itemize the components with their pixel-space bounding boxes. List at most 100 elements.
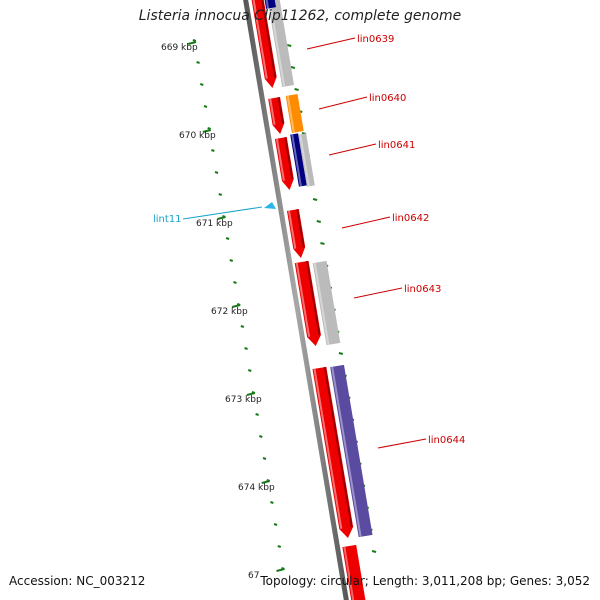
- cds-arrow-lin0642: [286, 209, 306, 258]
- misc-feature-marker: [264, 202, 276, 209]
- scale-tick: [233, 281, 237, 284]
- scale-tick: [371, 550, 377, 553]
- scale-tick: [316, 220, 321, 223]
- cog-block-lin0644-body: [330, 364, 373, 538]
- scale-tick: [258, 435, 263, 438]
- scale-tick: [199, 83, 204, 86]
- cds-arrow-lin0643: [294, 260, 321, 346]
- cog-block-lin0644: [330, 364, 373, 538]
- cds-arrow-lin0640: [268, 97, 285, 134]
- scale-label: 670 kbp: [179, 131, 216, 141]
- cds-arrow-lin0639-shadow: [261, 0, 277, 78]
- scale-tick: [203, 105, 208, 108]
- cds-arrow-lin0644-shadow: [323, 366, 353, 528]
- gene-label: lin0639: [357, 34, 394, 45]
- gene-label-leader: [377, 438, 427, 449]
- cog-block-lin0641-gray: [298, 133, 315, 187]
- cog-block-lin0640: [285, 94, 304, 133]
- cds-arrow-lin0644: [312, 366, 354, 538]
- scale-tick-major: [276, 568, 285, 572]
- cds-arrow-lin0643-body: [294, 260, 321, 346]
- cds-arrow-lin0641-highlight: [275, 138, 285, 181]
- scale-tick-major: [217, 216, 226, 220]
- gene-label: lin0644: [428, 435, 465, 446]
- cds-arrow-lin0639: [251, 0, 277, 88]
- cog-block-navy-top: [264, 0, 276, 9]
- genome-summary-text: Topology: circular; Length: 3,011,208 bp…: [260, 574, 590, 588]
- cog-block-lin0643-body: [312, 260, 341, 346]
- cog-block-lin0644-highlight: [331, 366, 362, 537]
- scale-tick: [192, 39, 197, 42]
- scale-tick-major: [202, 129, 212, 133]
- cds-arrow-lin0640-shadow: [277, 97, 284, 124]
- scale-tick-major: [231, 304, 241, 308]
- map-title: Listeria innocua Clip11262, complete gen…: [138, 8, 462, 24]
- cog-block-lin0643-highlight: [313, 262, 330, 345]
- gene-label-leader: [328, 143, 377, 156]
- scale-tick: [273, 523, 278, 526]
- gene-label-leader: [341, 216, 391, 229]
- gene-label: lin0640: [369, 93, 406, 104]
- scale-tick-major: [261, 480, 270, 484]
- cds-arrow-lin0644-body: [312, 366, 354, 538]
- scale-tick: [320, 242, 325, 245]
- scale-tick: [214, 171, 219, 174]
- cds-arrow-lin0641: [274, 137, 294, 190]
- scale-tick: [262, 457, 267, 460]
- cds-arrow-lin0640-highlight: [269, 98, 276, 125]
- scale-label: 673 kbp: [225, 395, 262, 405]
- accession-text: Accession: NC_003212: [9, 574, 146, 588]
- sequence-backbone: [243, 0, 349, 600]
- scale-tick: [255, 413, 259, 416]
- scale-tick-major: [246, 392, 256, 396]
- cog-block-lin0641-gray-highlight: [299, 134, 310, 187]
- cds-arrow-lin0643-shadow: [306, 260, 321, 336]
- cog-block-lin0640-highlight: [286, 95, 295, 133]
- gene-label-leader: [318, 96, 368, 110]
- gene-label: lin0642: [392, 213, 429, 224]
- scale-tick: [207, 127, 211, 130]
- scale-tick-major: [187, 41, 197, 45]
- cog-block-lin0641-navy: [290, 133, 307, 187]
- scale-tick: [229, 259, 234, 262]
- feature-label: lint11: [153, 214, 182, 225]
- gene-label: lin0641: [378, 140, 415, 151]
- scale-label: 674 kbp: [238, 483, 275, 493]
- scale-tick: [312, 198, 318, 201]
- cds-arrow-lin0643-highlight: [295, 262, 311, 337]
- gene-label-leader: [306, 37, 356, 50]
- cog-block-navy-top-highlight: [265, 0, 270, 9]
- scale-tick: [294, 88, 299, 91]
- feature-label-leader: [182, 206, 263, 220]
- cog-block-lin0641-navy-highlight: [291, 134, 302, 187]
- scale-tick: [270, 501, 274, 504]
- cds-arrow-next: [342, 544, 366, 600]
- scale-tick: [277, 545, 282, 548]
- cds-arrow-lin0639-highlight: [252, 0, 268, 79]
- cog-block-lin0640-body: [285, 94, 304, 133]
- cog-block-lin0643: [312, 260, 341, 346]
- scale-tick: [286, 44, 292, 47]
- cds-arrow-lin0642-shadow: [296, 209, 305, 248]
- gene-label-leader: [353, 287, 403, 299]
- scale-tick: [338, 352, 344, 355]
- scale-tick: [196, 61, 200, 64]
- cds-arrow-lin0642-highlight: [287, 210, 297, 249]
- scale-tick: [290, 66, 296, 69]
- scale-tick: [247, 369, 252, 372]
- cds-arrow-next-highlight: [343, 546, 355, 600]
- scale-tick: [218, 193, 223, 196]
- scale-label: 67: [248, 571, 259, 581]
- scale-tick: [211, 149, 215, 152]
- scale-tick: [244, 347, 248, 350]
- scale-label: 669 kbp: [161, 43, 198, 53]
- scale-tick: [225, 237, 230, 240]
- scale-label: 671 kbp: [196, 219, 233, 229]
- cds-arrow-next-body: [342, 544, 366, 600]
- scale-label: 672 kbp: [211, 307, 248, 317]
- scale-tick: [240, 325, 245, 328]
- cds-arrow-lin0641-shadow: [284, 137, 294, 180]
- gene-label: lin0643: [404, 284, 441, 295]
